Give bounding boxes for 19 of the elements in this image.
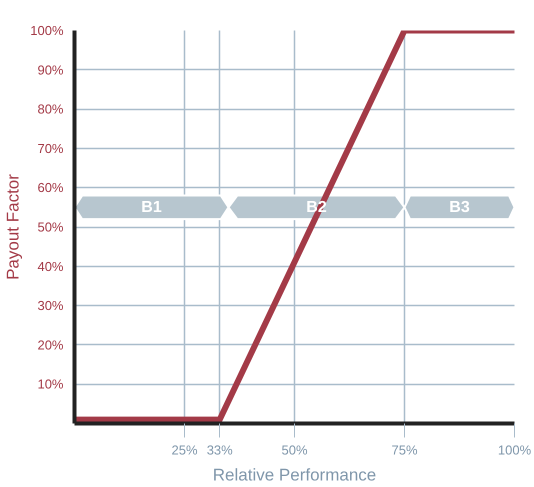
x-tick-label: 33%	[206, 442, 234, 458]
x-tick-label: 50%	[281, 442, 308, 458]
y-tick-label: 30%	[37, 298, 64, 314]
y-tick-label: 70%	[37, 140, 64, 156]
y-tick-label: 50%	[37, 220, 64, 234]
x-tick-label: 100%	[498, 442, 532, 458]
y-tick-label: 60%	[37, 180, 64, 196]
y-tick-label: 10%	[37, 376, 64, 392]
y-tick-label: 90%	[37, 62, 64, 78]
x-tick-label: 75%	[391, 442, 418, 458]
x-axis-title: Relative Performance	[212, 466, 376, 484]
y-axis-title: Payout Factor	[3, 174, 22, 280]
y-tick-label: 80%	[37, 102, 64, 117]
x-tick-label: 25%	[171, 442, 198, 458]
band-label: B3	[449, 198, 470, 216]
y-tick-label: 20%	[37, 337, 64, 352]
band-label: B1	[141, 198, 162, 216]
y-tick-label: 100%	[30, 23, 64, 38]
y-tick-label: 40%	[37, 258, 64, 274]
